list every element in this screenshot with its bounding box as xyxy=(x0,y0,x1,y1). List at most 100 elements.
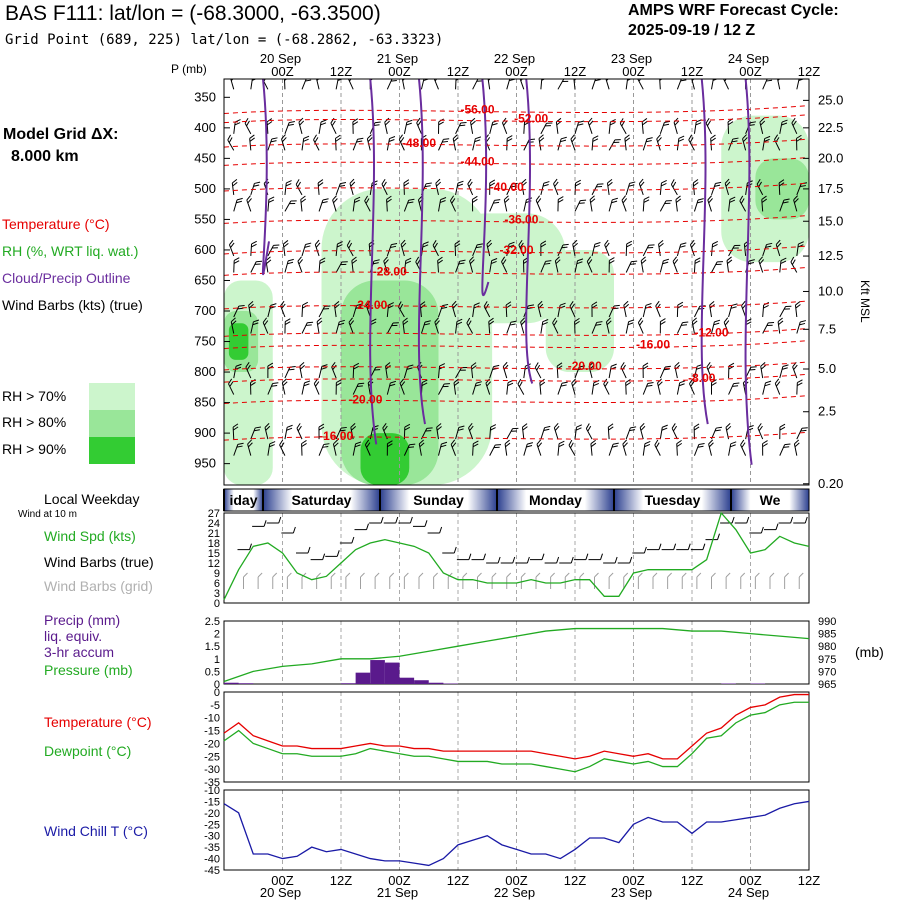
temperature-contour-11 xyxy=(224,361,809,371)
wind-barb xyxy=(670,179,678,196)
true-wind-barb-stroke xyxy=(471,553,486,561)
wind-barb-stroke xyxy=(659,258,670,273)
wind-barb xyxy=(455,318,463,334)
wind-barb xyxy=(762,322,775,334)
wind-barb xyxy=(229,79,236,90)
wind-barb xyxy=(623,300,630,318)
wind-ytick-9: 27 xyxy=(208,508,220,520)
wind-barb xyxy=(384,117,390,134)
forecast-cycle-label: AMPS WRF Forecast Cycle: xyxy=(628,2,839,19)
wind-barb xyxy=(250,79,259,90)
temperature-label-0: -56.00 xyxy=(460,103,494,117)
grid-wind-barb xyxy=(418,572,424,589)
wind-barb xyxy=(589,195,596,212)
wind-barb xyxy=(466,317,474,334)
temperature-contour-0 xyxy=(224,105,809,115)
true-wind-barb-stroke xyxy=(266,516,282,524)
wind-barb-stroke xyxy=(534,362,542,379)
wind-barb xyxy=(672,256,679,273)
chill-ytick-5: -20 xyxy=(204,808,220,820)
forecast-cycle-value: 2025-09-19 / 12 Z xyxy=(628,22,756,39)
wind-barb xyxy=(352,137,364,151)
wind-barb-stroke xyxy=(638,178,645,196)
wind-barb xyxy=(333,301,340,318)
height-tick-7: 7.5 xyxy=(818,321,836,336)
wind-barb-stroke xyxy=(506,379,514,395)
wind-barb-stroke xyxy=(489,444,502,456)
top-day-label-3: 23 Sep xyxy=(611,51,652,66)
wind-barb-stroke xyxy=(728,303,738,318)
wind-barb-stroke xyxy=(487,79,494,90)
wind-barb-stroke xyxy=(778,179,785,195)
wind-barb-stroke xyxy=(693,198,704,212)
wind-barb-stroke xyxy=(673,117,680,134)
wind-barb-stroke xyxy=(282,240,289,257)
wind-barb xyxy=(728,382,740,395)
wind-barb-stroke xyxy=(591,321,603,334)
legend-rh90: RH > 90% xyxy=(2,441,67,457)
wind-barb-stroke xyxy=(642,362,649,379)
wind-barb-stroke xyxy=(352,196,361,212)
wind-barb xyxy=(489,444,502,456)
wind-barb xyxy=(757,423,764,440)
wind-barb-stroke xyxy=(637,79,644,90)
true-wind-barb-stroke xyxy=(764,523,779,531)
wind-barb-stroke xyxy=(333,301,340,318)
wind-barb-stroke xyxy=(438,441,448,456)
wind-barb-stroke xyxy=(557,440,565,456)
grid-wind-barb xyxy=(403,572,409,589)
wind-barb-stroke xyxy=(438,383,450,395)
wind-barb xyxy=(711,181,722,196)
wind-barb-stroke xyxy=(574,258,584,273)
temperature-contour-7 xyxy=(224,266,809,276)
grid-wind-barb xyxy=(491,572,497,589)
wind-barb-stroke xyxy=(298,117,305,134)
wind-barb xyxy=(298,117,305,134)
grid-wind-barb-stroke xyxy=(725,572,731,589)
temperature-label-8: -24.00 xyxy=(353,298,387,312)
wind-ytick-6: 18 xyxy=(208,538,220,550)
grid-wind-barb xyxy=(637,572,643,589)
chill-frame xyxy=(223,789,810,871)
wind-barb xyxy=(762,135,771,151)
wind-barb xyxy=(585,423,593,440)
wind-barb-stroke xyxy=(466,317,474,334)
grid-wind-barb-stroke xyxy=(667,572,672,589)
wind-barb xyxy=(434,317,440,334)
wind-barb xyxy=(574,317,580,334)
temp-ytick-1: -30 xyxy=(204,764,220,776)
wind-barb-stroke xyxy=(540,319,549,334)
wind-barb-stroke xyxy=(625,426,637,440)
grid-wind-barb-stroke xyxy=(403,572,409,589)
wind-barb-stroke xyxy=(710,134,716,151)
wind-barb-stroke xyxy=(590,439,597,456)
precip-ytick-1: 0.5 xyxy=(205,666,220,678)
legend-rh70: RH > 70% xyxy=(2,388,67,404)
wind-ytick-7: 21 xyxy=(208,528,220,540)
weekday-label-0: iday xyxy=(229,492,257,508)
wind-barb-stroke xyxy=(489,258,498,273)
wind-barb-stroke xyxy=(574,120,585,134)
wind-barb xyxy=(557,136,567,151)
true-wind-barb xyxy=(603,556,618,564)
wind-ytick-2: 6 xyxy=(214,578,220,590)
true-wind-barb xyxy=(661,543,677,551)
chill-ytick-6: -15 xyxy=(204,796,220,808)
wind-barb xyxy=(521,423,528,440)
true-wind-barb-stroke xyxy=(252,520,267,527)
wind-barb-stroke xyxy=(538,134,545,151)
wind-barb-stroke xyxy=(591,135,599,151)
wind-barb-stroke xyxy=(728,196,736,212)
wind-barb-stroke xyxy=(693,119,702,134)
wind-barb xyxy=(438,303,449,318)
wind-barb-stroke xyxy=(296,423,303,440)
true-wind-barb xyxy=(427,526,443,534)
wind-barb xyxy=(517,378,525,395)
wind-barb xyxy=(318,198,329,212)
wind-barb-stroke xyxy=(607,423,614,440)
wind-barb-stroke xyxy=(247,439,253,456)
wind-barb-stroke xyxy=(472,440,479,456)
wind-barb xyxy=(779,364,789,379)
wind-barb-stroke xyxy=(540,240,547,256)
true-wind-barb-stroke xyxy=(354,523,369,531)
